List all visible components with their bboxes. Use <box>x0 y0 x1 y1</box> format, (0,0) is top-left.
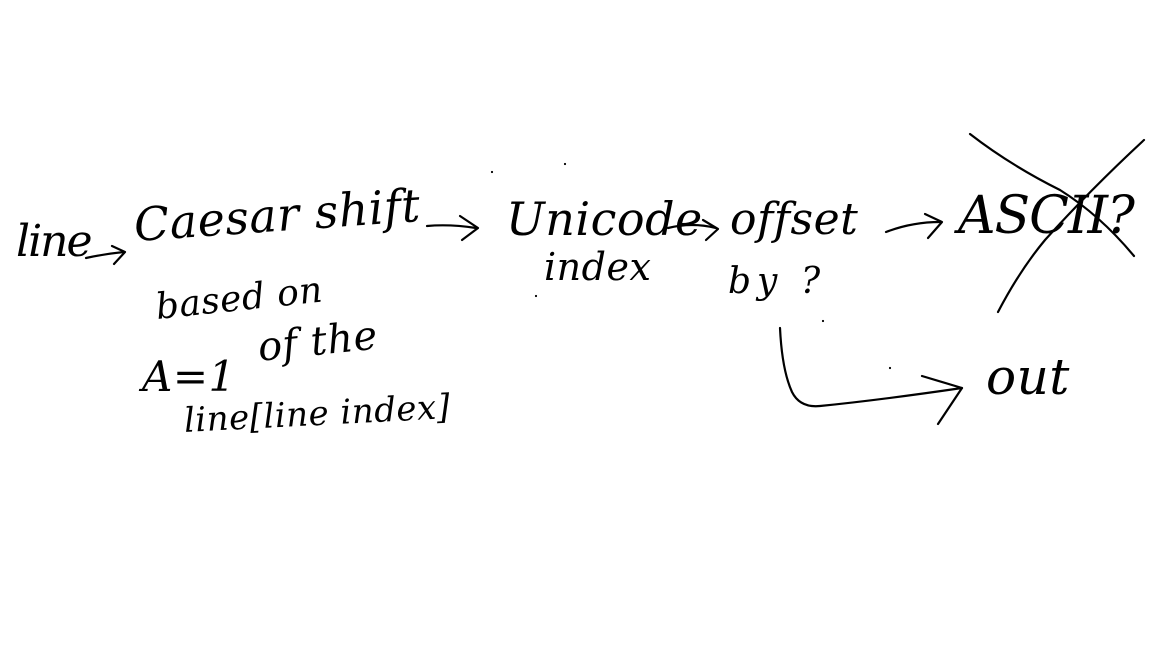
node-by: by ? <box>728 261 827 302</box>
node-unicode: Unicode <box>506 192 703 246</box>
arrow-line-to-caesar <box>84 244 127 266</box>
arrow-unicode-to-offset <box>666 218 720 242</box>
node-line: line <box>16 216 93 267</box>
ascii-crossout <box>968 132 1146 314</box>
note-of-the: of the <box>255 312 380 371</box>
note-a-equals-1: A=1 <box>142 352 236 401</box>
stray-dots <box>490 162 892 370</box>
node-offset: offset <box>730 194 859 245</box>
node-ascii: ASCII? <box>958 186 1135 246</box>
arrow-offset-to-ascii <box>884 212 944 240</box>
arrow-caesar-to-unicode <box>425 214 480 242</box>
node-index: index <box>544 245 652 289</box>
node-out: out <box>986 348 1070 406</box>
arrow-offset-to-out <box>778 326 964 426</box>
